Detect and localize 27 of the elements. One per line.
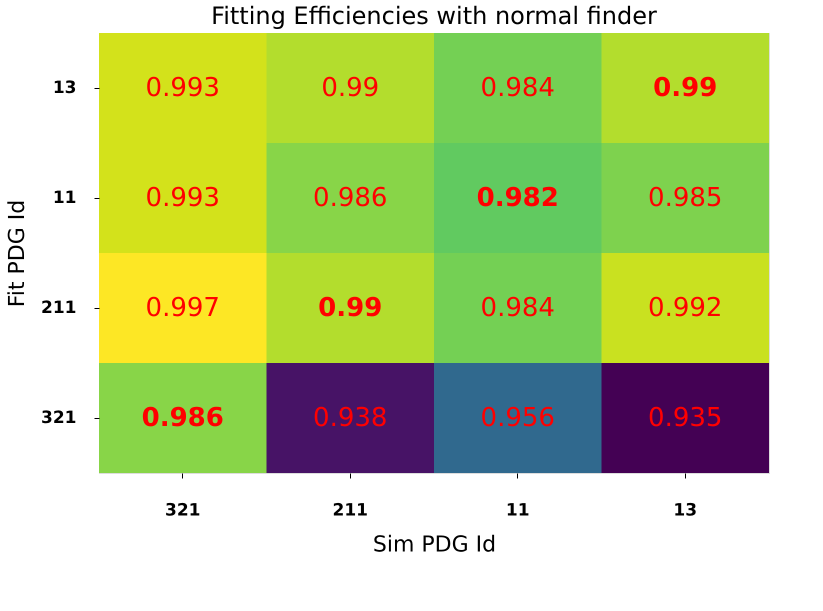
data-label: 0.986 — [142, 403, 224, 433]
data-label: 0.99 — [321, 73, 380, 103]
y-tick-label: 11 — [52, 188, 76, 208]
data-label: 0.993 — [146, 183, 220, 213]
data-label: 0.938 — [313, 403, 388, 433]
x-tick-label: 13 — [673, 500, 698, 520]
data-label: 0.997 — [146, 293, 220, 323]
y-tick-label: 211 — [41, 298, 76, 318]
data-label: 0.993 — [146, 73, 220, 103]
data-label: 0.992 — [648, 293, 722, 323]
data-label: 0.99 — [653, 73, 718, 103]
data-label: 0.956 — [480, 403, 555, 433]
y-tick-label: 321 — [41, 408, 76, 428]
x-tick-label: 321 — [165, 500, 200, 520]
chart-title: Fitting Efficiencies with normal finder — [211, 2, 657, 30]
x-axis-title: Sim PDG Id — [372, 532, 496, 558]
y-axis-title: Fit PDG Id — [5, 200, 30, 308]
data-label: 0.986 — [313, 183, 388, 213]
x-tick-label: 211 — [332, 500, 368, 520]
y-tick-label: 13 — [52, 78, 76, 98]
data-label: 0.985 — [648, 183, 722, 213]
data-label: 0.984 — [480, 293, 555, 323]
data-label: 0.99 — [318, 293, 382, 323]
data-label: 0.935 — [648, 403, 722, 433]
data-label: 0.982 — [476, 183, 559, 213]
x-tick-label: 11 — [506, 500, 530, 520]
data-label: 0.984 — [480, 73, 555, 103]
